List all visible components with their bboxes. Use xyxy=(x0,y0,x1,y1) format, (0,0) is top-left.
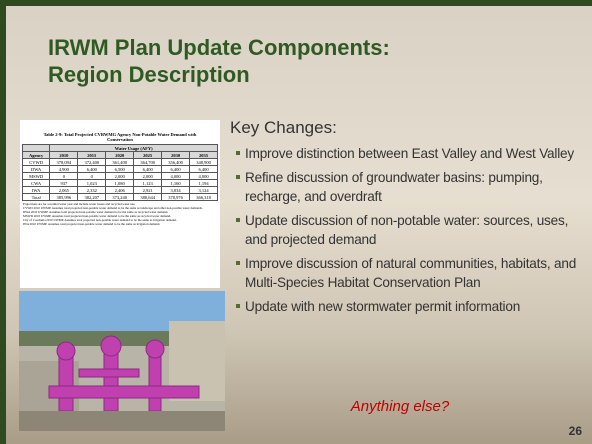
table-title: Table 2-9: Total Projected CVRWMG Agency… xyxy=(20,120,220,144)
page-number: 26 xyxy=(569,424,582,438)
table-cell: 6,400 xyxy=(78,166,106,173)
table-cell: 937 xyxy=(50,180,78,187)
bullet: Update discussion of non-potable water: … xyxy=(236,211,588,249)
table-cell: 1,160 xyxy=(162,180,190,187)
table-cell: 2,332 xyxy=(78,187,106,194)
column-header: 2010 xyxy=(50,152,78,159)
table-cell: IWA xyxy=(23,187,50,194)
table-cell: 348,900 xyxy=(190,159,218,166)
table-cell: 2,000 xyxy=(134,173,162,180)
title-line: Region Description xyxy=(48,61,390,88)
table-cell: 0 xyxy=(78,173,106,180)
table-cell: 372,400 xyxy=(78,159,106,166)
column-header: Agency xyxy=(23,152,50,159)
table-cell: 2,406 xyxy=(106,187,134,194)
column-header: 2020 xyxy=(106,152,134,159)
column-header: 2015 xyxy=(78,152,106,159)
table-cell: 6,500 xyxy=(106,166,134,173)
table-cell: 382,207 xyxy=(78,194,106,201)
table-cell: 2,000 xyxy=(106,173,134,180)
table-cell: 1,023 xyxy=(78,180,106,187)
table-cell: 0 xyxy=(50,173,78,180)
bullet-list: Improve distinction between East Valley … xyxy=(236,144,588,321)
table-cell: 6,400 xyxy=(134,166,162,173)
table-cell: 373,240 xyxy=(106,194,134,201)
header-row: Water Usage (AFY) xyxy=(23,145,218,152)
table-cell: 366,318 xyxy=(190,194,218,201)
table-cell: 1,080 xyxy=(106,180,134,187)
table-cell: 6,400 xyxy=(162,166,190,173)
column-header: 2025 xyxy=(134,152,162,159)
column-header: 2035 xyxy=(190,152,218,159)
bullet: Update with new stormwater permit inform… xyxy=(236,297,588,316)
table-cell: 4,900 xyxy=(50,166,78,173)
table-cell: 3,124 xyxy=(190,187,218,194)
bullet: Improve distinction between East Valley … xyxy=(236,144,588,163)
table-cell: DWA xyxy=(23,166,50,173)
table-cell: 370,976 xyxy=(162,194,190,201)
table-cell: 4,000 xyxy=(162,173,190,180)
header-cell xyxy=(23,145,50,152)
table-cell: 380,644 xyxy=(134,194,162,201)
slide: IRWM Plan Update Components: Region Desc… xyxy=(0,0,592,444)
table-cell: Total xyxy=(23,194,50,201)
slide-title: IRWM Plan Update Components: Region Desc… xyxy=(48,34,390,88)
table-cell: 361,400 xyxy=(106,159,134,166)
column-header: 2030 xyxy=(162,152,190,159)
bullet: Improve discussion of natural communitie… xyxy=(236,254,588,292)
photo xyxy=(19,291,225,431)
table-cell: MSWD xyxy=(23,173,50,180)
table-cell: 385,996 xyxy=(50,194,78,201)
table-note: IWA 2010 UWMP. Assumes total projected n… xyxy=(23,222,217,226)
table-notes: Projections are for a normal water year … xyxy=(20,201,220,227)
table-cell: 364,700 xyxy=(134,159,162,166)
closing-question: Anything else? xyxy=(300,398,500,415)
table-cell: CVWD xyxy=(23,159,50,166)
group-header: Water Usage (AFY) xyxy=(50,145,218,152)
table-cell: 2,921 xyxy=(134,187,162,194)
table-cell: 1,194 xyxy=(190,180,218,187)
table-cell: 3,034 xyxy=(162,187,190,194)
table-image: Table 2-9: Total Projected CVRWMG Agency… xyxy=(20,120,220,288)
table-cell: 378,094 xyxy=(50,159,78,166)
table-cell: 1,123 xyxy=(134,180,162,187)
frame xyxy=(0,0,6,444)
table-cell: 2,065 xyxy=(50,187,78,194)
table-cell: CWA xyxy=(23,180,50,187)
bullet: Refine discussion of groundwater basins:… xyxy=(236,168,588,206)
title-line: IRWM Plan Update Components: xyxy=(48,34,390,61)
table-cell: 6,400 xyxy=(190,166,218,173)
heading: Key Changes: xyxy=(230,118,337,138)
table-cell: 356,400 xyxy=(162,159,190,166)
frame xyxy=(0,0,592,6)
table-cell: 4,000 xyxy=(190,173,218,180)
